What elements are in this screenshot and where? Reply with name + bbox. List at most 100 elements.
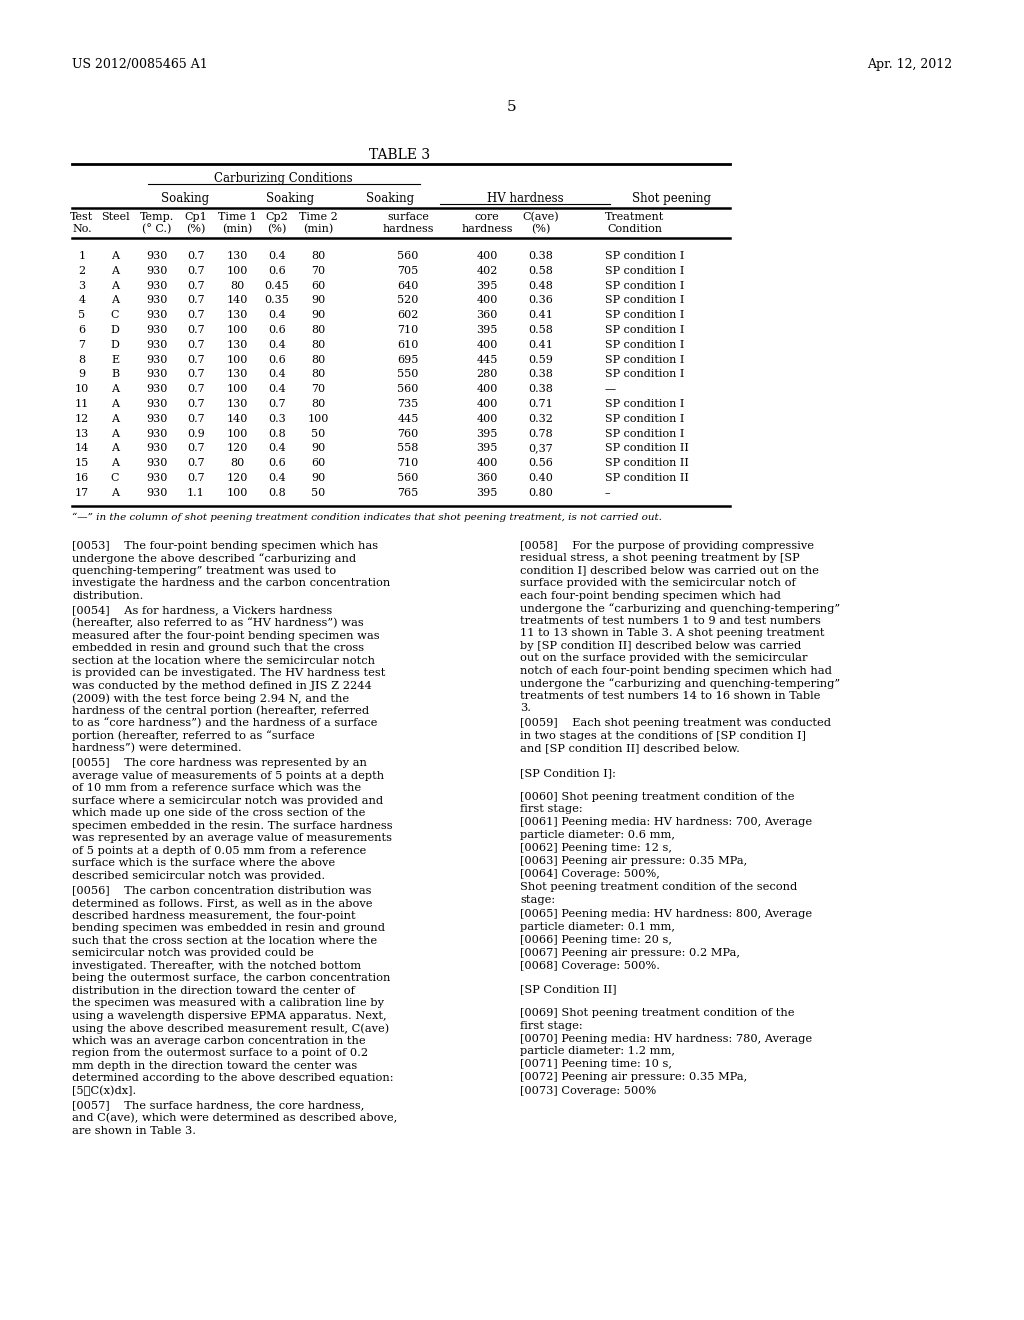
Text: Time 2
(min): Time 2 (min) xyxy=(299,213,337,234)
Text: SP condition I: SP condition I xyxy=(605,399,684,409)
Text: 0.41: 0.41 xyxy=(528,339,553,350)
Text: out on the surface provided with the semicircular: out on the surface provided with the sem… xyxy=(520,653,808,663)
Text: 930: 930 xyxy=(146,296,168,305)
Text: 0,37: 0,37 xyxy=(528,444,553,453)
Text: 0.7: 0.7 xyxy=(187,281,205,290)
Text: 930: 930 xyxy=(146,429,168,438)
Text: particle diameter: 0.6 mm,: particle diameter: 0.6 mm, xyxy=(520,830,675,840)
Text: 0.3: 0.3 xyxy=(268,413,286,424)
Text: SP condition I: SP condition I xyxy=(605,251,684,261)
Text: US 2012/0085465 A1: US 2012/0085465 A1 xyxy=(72,58,208,71)
Text: 130: 130 xyxy=(226,370,248,379)
Text: which was an average carbon concentration in the: which was an average carbon concentratio… xyxy=(72,1036,366,1045)
Text: 930: 930 xyxy=(146,281,168,290)
Text: particle diameter: 1.2 mm,: particle diameter: 1.2 mm, xyxy=(520,1047,675,1056)
Text: [SP Condition I]:: [SP Condition I]: xyxy=(520,768,615,777)
Text: 0.6: 0.6 xyxy=(268,325,286,335)
Text: 0.4: 0.4 xyxy=(268,310,286,321)
Text: 0.4: 0.4 xyxy=(268,444,286,453)
Text: 0.8: 0.8 xyxy=(268,488,286,498)
Text: 100: 100 xyxy=(226,355,248,364)
Text: using the above described measurement result, C(ave): using the above described measurement re… xyxy=(72,1023,389,1034)
Text: 10: 10 xyxy=(75,384,89,395)
Text: A: A xyxy=(111,265,119,276)
Text: Soaking: Soaking xyxy=(266,191,314,205)
Text: Shot peening: Shot peening xyxy=(633,191,712,205)
Text: 0.78: 0.78 xyxy=(528,429,553,438)
Text: SP condition II: SP condition II xyxy=(605,444,689,453)
Text: SP condition I: SP condition I xyxy=(605,310,684,321)
Text: 2: 2 xyxy=(79,265,86,276)
Text: SP condition I: SP condition I xyxy=(605,325,684,335)
Text: 60: 60 xyxy=(311,281,326,290)
Text: 0.7: 0.7 xyxy=(187,265,205,276)
Text: 6: 6 xyxy=(79,325,86,335)
Text: 130: 130 xyxy=(226,399,248,409)
Text: investigated. Thereafter, with the notched bottom: investigated. Thereafter, with the notch… xyxy=(72,961,361,970)
Text: 70: 70 xyxy=(311,384,325,395)
Text: bending specimen was embedded in resin and ground: bending specimen was embedded in resin a… xyxy=(72,923,385,933)
Text: 0.4: 0.4 xyxy=(268,384,286,395)
Text: 0.7: 0.7 xyxy=(187,370,205,379)
Text: 100: 100 xyxy=(226,429,248,438)
Text: “—” in the column of shot peening treatment condition indicates that shot peenin: “—” in the column of shot peening treatm… xyxy=(72,512,662,521)
Text: 402: 402 xyxy=(476,265,498,276)
Text: 602: 602 xyxy=(397,310,419,321)
Text: A: A xyxy=(111,251,119,261)
Text: [0056]    The carbon concentration distribution was: [0056] The carbon concentration distribu… xyxy=(72,886,372,895)
Text: and C(ave), which were determined as described above,: and C(ave), which were determined as des… xyxy=(72,1113,397,1123)
Text: 558: 558 xyxy=(397,444,419,453)
Text: A: A xyxy=(111,413,119,424)
Text: was represented by an average value of measurements: was represented by an average value of m… xyxy=(72,833,392,843)
Text: 930: 930 xyxy=(146,384,168,395)
Text: 0.7: 0.7 xyxy=(187,458,205,469)
Text: 0.7: 0.7 xyxy=(187,399,205,409)
Text: 710: 710 xyxy=(397,325,419,335)
Text: hardness of the central portion (hereafter, referred: hardness of the central portion (hereaft… xyxy=(72,706,369,717)
Text: [0059]    Each shot peening treatment was conducted: [0059] Each shot peening treatment was c… xyxy=(520,718,831,729)
Text: C: C xyxy=(111,310,119,321)
Text: [0065] Peening media: HV hardness: 800, Average: [0065] Peening media: HV hardness: 800, … xyxy=(520,909,812,919)
Text: 0.8: 0.8 xyxy=(268,429,286,438)
Text: [0060] Shot peening treatment condition of the: [0060] Shot peening treatment condition … xyxy=(520,792,795,801)
Text: SP condition I: SP condition I xyxy=(605,339,684,350)
Text: 90: 90 xyxy=(311,473,326,483)
Text: 100: 100 xyxy=(226,265,248,276)
Text: [0057]    The surface hardness, the core hardness,: [0057] The surface hardness, the core ha… xyxy=(72,1101,365,1110)
Text: 0.7: 0.7 xyxy=(187,310,205,321)
Text: 760: 760 xyxy=(397,429,419,438)
Text: SP condition I: SP condition I xyxy=(605,370,684,379)
Text: 130: 130 xyxy=(226,310,248,321)
Text: 80: 80 xyxy=(311,399,326,409)
Text: Steel: Steel xyxy=(100,213,129,222)
Text: 445: 445 xyxy=(397,413,419,424)
Text: portion (hereafter, referred to as “surface: portion (hereafter, referred to as “surf… xyxy=(72,730,314,742)
Text: 930: 930 xyxy=(146,339,168,350)
Text: A: A xyxy=(111,384,119,395)
Text: [0072] Peening air pressure: 0.35 MPa,: [0072] Peening air pressure: 0.35 MPa, xyxy=(520,1072,748,1082)
Text: 9: 9 xyxy=(79,370,86,379)
Text: 80: 80 xyxy=(311,339,326,350)
Text: [0061] Peening media: HV hardness: 700, Average: [0061] Peening media: HV hardness: 700, … xyxy=(520,817,812,828)
Text: Apr. 12, 2012: Apr. 12, 2012 xyxy=(867,58,952,71)
Text: D: D xyxy=(111,339,120,350)
Text: C: C xyxy=(111,473,119,483)
Text: first stage:: first stage: xyxy=(520,804,583,814)
Text: 90: 90 xyxy=(311,296,326,305)
Text: 930: 930 xyxy=(146,444,168,453)
Text: (hereafter, also referred to as “HV hardness”) was: (hereafter, also referred to as “HV hard… xyxy=(72,618,364,628)
Text: SP condition II: SP condition II xyxy=(605,473,689,483)
Text: 60: 60 xyxy=(311,458,326,469)
Text: 1.1: 1.1 xyxy=(187,488,205,498)
Text: HV hardness: HV hardness xyxy=(486,191,563,205)
Text: 0.7: 0.7 xyxy=(187,325,205,335)
Text: such that the cross section at the location where the: such that the cross section at the locat… xyxy=(72,936,377,945)
Text: quenching-tempering” treatment was used to: quenching-tempering” treatment was used … xyxy=(72,565,336,576)
Text: 11 to 13 shown in Table 3. A shot peening treatment: 11 to 13 shown in Table 3. A shot peenin… xyxy=(520,628,824,638)
Text: A: A xyxy=(111,444,119,453)
Text: 90: 90 xyxy=(311,310,326,321)
Text: notch of each four-point bending specimen which had: notch of each four-point bending specime… xyxy=(520,665,831,676)
Text: investigate the hardness and the carbon concentration: investigate the hardness and the carbon … xyxy=(72,578,390,589)
Text: first stage:: first stage: xyxy=(520,1020,583,1031)
Text: 80: 80 xyxy=(229,281,244,290)
